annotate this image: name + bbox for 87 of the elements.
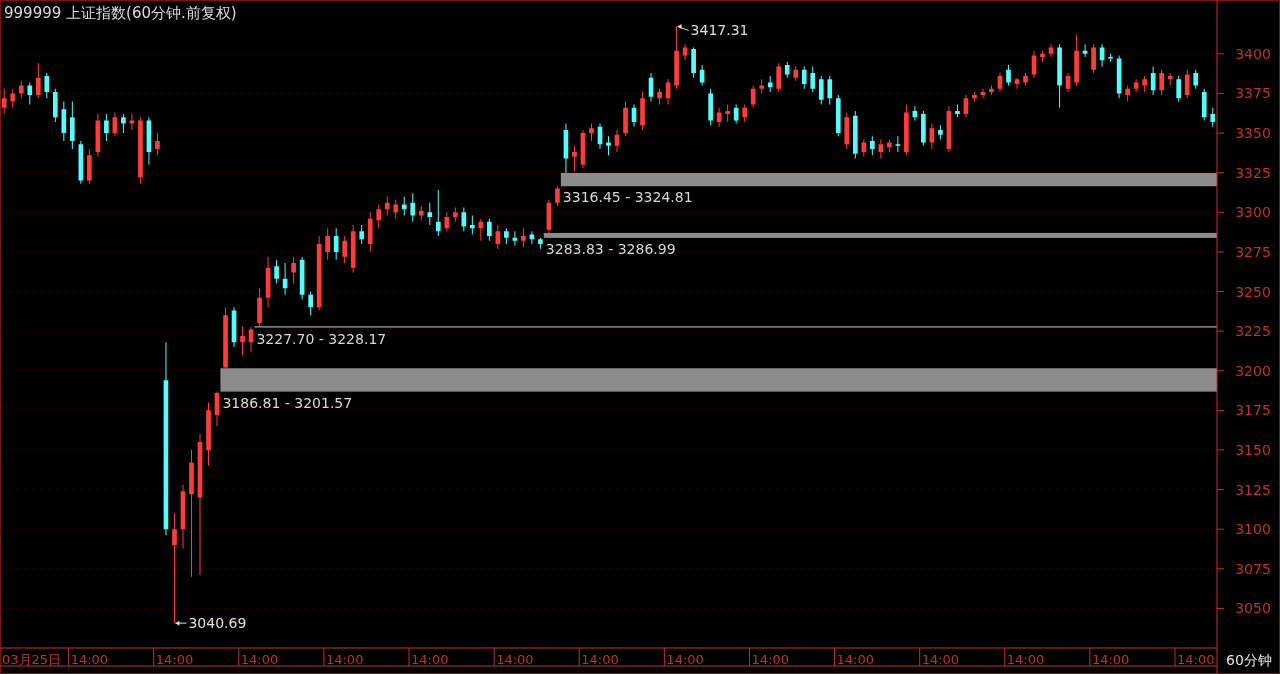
candlestick [878,139,884,159]
x-tick-label: 14:00 [155,652,194,667]
text: 60分钟 [1226,652,1272,668]
candlestick [461,207,467,232]
candlestick [121,114,126,134]
candlestick [155,133,160,156]
y-tick-label: 3050 [1235,600,1271,617]
x-tick-label: 14:00 [1006,652,1045,667]
candlestick [767,76,773,92]
candlestick [750,85,756,108]
candlestick [274,259,279,284]
candlestick [589,123,594,142]
x-tick-label: 14:00 [581,652,619,667]
y-tick-label: 3150 [1235,441,1271,458]
candlestick [87,148,92,184]
candlestick [725,104,730,122]
candlestick [938,125,943,140]
y-tick-label: 3100 [1235,521,1271,538]
candlestick [538,237,543,249]
y-tick-label: 3200 [1235,362,1271,379]
candlestick [869,136,875,156]
band-label: 3316.45 - 3324.81 [562,189,693,206]
y-tick-label: 3325 [1235,164,1271,181]
candlestick [359,224,365,244]
y-tick-label: 3225 [1235,323,1271,340]
candlestick [240,326,245,355]
candlestick [1184,69,1190,99]
candlestick [895,136,901,153]
candlestick [1142,76,1147,92]
x-tick-label: 14:00 [1091,652,1130,667]
y-tick-label: 3075 [1235,560,1271,577]
band-label: 3283.83 - 3286.99 [545,240,676,257]
x-tick-label: 14:00 [921,652,960,667]
x-tick-label: 14:00 [751,652,789,667]
annotation: 3417.31 [690,22,749,39]
candlestick [61,101,67,142]
candlestick [452,207,458,222]
candlestick [70,101,75,149]
y-tick-label: 3275 [1235,243,1271,260]
candlestick [1108,53,1113,62]
candlestick [393,199,399,219]
candlestick [350,224,356,273]
candlestick [104,114,109,142]
candlestick [521,228,526,248]
band-label: 3186.81 - 3201.57 [222,394,353,411]
candlestick [818,76,824,105]
x-tick-label: 14:00 [70,652,109,667]
candlestick [401,196,407,216]
y-tick-label: 3350 [1235,125,1271,142]
x-tick-label: 14:00 [1176,652,1215,667]
y-tick-label: 3175 [1235,402,1271,419]
candlestick [291,256,296,284]
annotation: 3040.69 [188,615,247,632]
band-label: 3227.70 - 3228.17 [256,330,387,347]
candlestick [129,114,135,130]
candlestick [793,66,799,81]
x-tick-label: 14:00 [496,652,534,667]
candlestick [427,202,433,225]
candlestick [1193,69,1199,89]
chart-title: 999999 上证指数(60分钟.前复权) [4,4,237,22]
candlestick [333,228,339,260]
y-tick-label: 3375 [1235,85,1271,102]
x-tick-label: 03月25日 [2,652,62,667]
y-tick-label: 3300 [1235,204,1271,221]
candlestick [1,88,7,115]
candlestick [469,215,475,235]
candlestick [572,145,577,172]
candlestick [1057,44,1062,108]
x-tick-label: 14:00 [836,652,875,667]
candlestick [325,228,330,260]
candlestick [189,449,194,577]
candlestick [1210,107,1216,127]
x-tick-label: 14:00 [666,652,704,667]
y-tick-label: 3125 [1235,481,1271,498]
candlestick [921,110,926,146]
candlestick [759,79,765,94]
candlestick [606,136,611,156]
candlestick [206,402,211,466]
y-tick-label: 3400 [1235,45,1271,62]
candlestick [504,228,509,244]
candlestick [435,190,441,237]
candlestick [342,236,348,263]
x-tick-label: 14:00 [240,652,279,667]
candlestick [10,88,16,108]
x-tick-label: 14:00 [325,652,364,667]
y-tick-label: 3250 [1235,283,1271,300]
x-tick-label: 14:00 [411,652,449,667]
